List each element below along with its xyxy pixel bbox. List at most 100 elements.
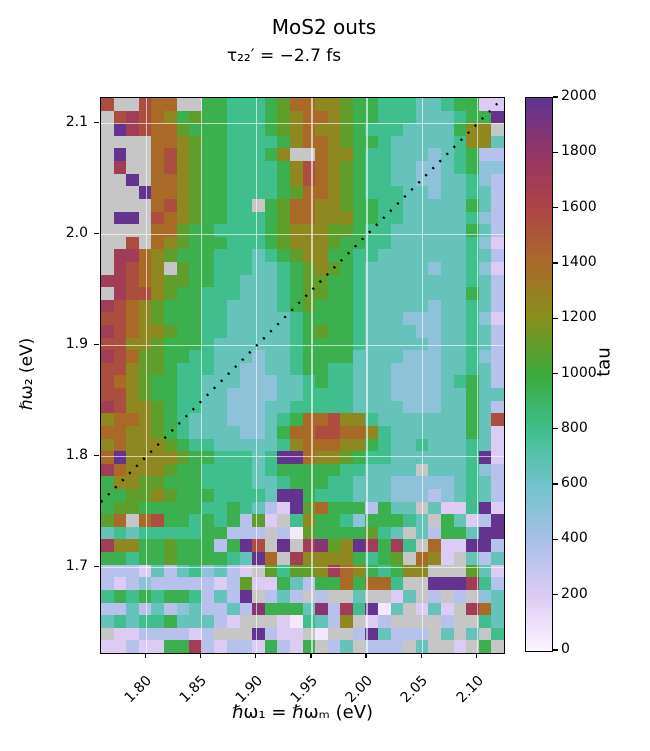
heatmap-cell <box>415 413 429 426</box>
heatmap-cell <box>327 274 341 288</box>
heatmap-cell <box>189 198 202 212</box>
heatmap-cell <box>428 337 442 351</box>
heatmap-cell <box>226 589 240 603</box>
heatmap-cell <box>239 615 253 628</box>
heatmap-cell <box>138 236 152 250</box>
heatmap-cell <box>214 325 227 338</box>
heatmap-cell <box>365 274 379 288</box>
heatmap-cell <box>403 602 416 616</box>
heatmap-cell <box>302 627 316 641</box>
heatmap-cell <box>189 161 202 174</box>
colorbar-tick-label: 1800 <box>561 143 597 160</box>
heatmap-cell <box>365 602 379 616</box>
heatmap-cell <box>428 224 442 237</box>
colorbar-tick-label: 1000 <box>561 364 597 381</box>
heatmap-cell <box>214 312 227 326</box>
heatmap-cell <box>378 186 391 199</box>
heatmap-cell <box>403 375 416 389</box>
heatmap-cell <box>289 451 303 464</box>
heatmap-cell <box>189 110 202 124</box>
colorbar-label: tau <box>593 347 615 377</box>
heatmap-cell <box>302 589 316 603</box>
heatmap-cell <box>151 173 164 187</box>
heatmap-cell <box>428 615 442 628</box>
heatmap-cell <box>340 186 353 199</box>
heatmap-cell <box>441 325 454 338</box>
heatmap-cell <box>201 312 215 326</box>
heatmap-cell <box>315 123 328 136</box>
heatmap-cell <box>176 489 190 502</box>
heatmap-cell <box>315 287 328 300</box>
heatmap-cell <box>289 589 303 603</box>
heatmap-cell <box>176 400 190 414</box>
colorbar-tick-mark <box>553 483 558 485</box>
heatmap-cell <box>163 350 177 363</box>
colorbar-tick-label: 1200 <box>561 309 597 326</box>
heatmap-cell <box>214 476 227 490</box>
heatmap-cell <box>352 489 366 502</box>
heatmap-cell <box>126 526 139 540</box>
heatmap-cell <box>453 425 467 439</box>
heatmap-cell <box>390 425 404 439</box>
heatmap-cell <box>365 312 379 326</box>
colorbar-tick-label: 1600 <box>561 198 597 215</box>
heatmap-cell <box>466 514 479 527</box>
heatmap-cell <box>327 186 341 199</box>
heatmap-cell <box>176 161 190 174</box>
heatmap-cell <box>441 148 454 162</box>
heatmap-cell <box>466 261 479 275</box>
heatmap-cell <box>214 350 227 363</box>
heatmap-cell <box>365 110 379 124</box>
heatmap-cell <box>453 211 467 225</box>
heatmap-cell <box>126 249 139 262</box>
heatmap-cell <box>466 249 479 262</box>
heatmap-cell <box>352 526 366 540</box>
heatmap-cell <box>478 602 492 616</box>
heatmap-cell <box>289 564 303 578</box>
heatmap-cell <box>176 236 190 250</box>
heatmap-cell <box>138 413 152 426</box>
heatmap-cell <box>113 640 127 653</box>
heatmap-cell <box>453 110 467 124</box>
heatmap-cell <box>226 261 240 275</box>
heatmap-cell <box>315 514 328 527</box>
colorbar-tick-mark <box>553 594 558 596</box>
heatmap-cell <box>352 400 366 414</box>
heatmap-cell <box>214 438 227 452</box>
heatmap-cell <box>378 577 391 590</box>
heatmap-cell <box>214 249 227 262</box>
heatmap-cell <box>226 489 240 502</box>
heatmap-cell <box>352 476 366 490</box>
heatmap-cell <box>315 110 328 124</box>
heatmap-cell <box>315 350 328 363</box>
heatmap-cell <box>491 148 504 162</box>
heatmap-cell <box>151 198 164 212</box>
heatmap-cell <box>113 589 127 603</box>
heatmap-cell <box>126 261 139 275</box>
y-tick-label: 1.7 <box>65 557 88 574</box>
heatmap-cell <box>441 337 454 351</box>
heatmap-cell <box>126 299 139 313</box>
heatmap-cell <box>176 198 190 212</box>
heatmap-cell <box>277 98 290 111</box>
heatmap-cell <box>151 299 164 313</box>
heatmap-cell <box>352 173 366 187</box>
heatmap-cell <box>340 110 353 124</box>
heatmap-cell <box>289 287 303 300</box>
heatmap-cell <box>264 425 278 439</box>
heatmap-cell <box>252 438 265 452</box>
heatmap-cell <box>327 615 341 628</box>
heatmap-cell <box>491 110 504 124</box>
heatmap-cell <box>163 615 177 628</box>
colorbar-tick-label: 600 <box>561 475 588 492</box>
heatmap-cell <box>214 110 227 124</box>
heatmap-cell <box>239 224 253 237</box>
heatmap-cell <box>453 627 467 641</box>
heatmap-cell <box>201 198 215 212</box>
heatmap-cell <box>365 362 379 376</box>
heatmap-cell <box>214 274 227 288</box>
heatmap-cell <box>176 425 190 439</box>
heatmap-cell <box>415 489 429 502</box>
heatmap-cell <box>378 161 391 174</box>
heatmap-cell <box>302 287 316 300</box>
